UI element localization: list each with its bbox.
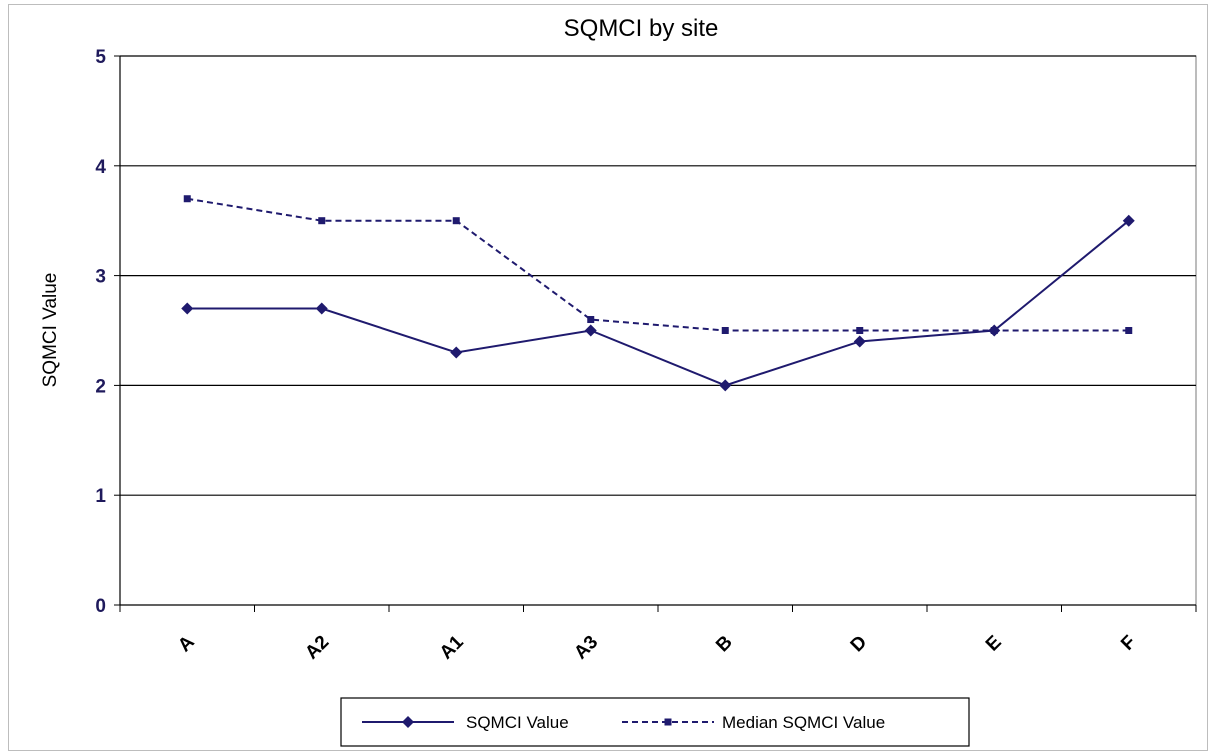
median-sqmci-point bbox=[1125, 327, 1133, 334]
legend-marker-median bbox=[664, 718, 672, 726]
median-sqmci-point bbox=[856, 327, 864, 334]
x-tick-label: A2 bbox=[301, 632, 333, 664]
sqmci-point bbox=[719, 379, 732, 392]
y-tick-label: 4 bbox=[95, 157, 106, 178]
x-tick-label: E bbox=[982, 632, 1006, 656]
series-line-median bbox=[187, 197, 1129, 332]
x-tick-label: A bbox=[174, 631, 199, 656]
sqmci-point bbox=[1122, 214, 1135, 227]
median-sqmci-point bbox=[990, 327, 998, 334]
series-markers bbox=[181, 195, 1135, 392]
x-tick-label: A3 bbox=[570, 632, 602, 664]
legend: SQMCI Value Median SQMCI Value bbox=[340, 697, 970, 747]
chart-frame bbox=[8, 4, 1208, 751]
legend-label-sqmci: SQMCI Value bbox=[466, 713, 569, 732]
sqmci-point bbox=[853, 335, 866, 348]
median-sqmci-point bbox=[721, 327, 729, 334]
chart-title: SQMCI by site bbox=[564, 15, 719, 42]
y-tick-label: 3 bbox=[95, 267, 106, 288]
x-tick-label: A1 bbox=[436, 631, 468, 663]
y-axis-label: SQMCI Value bbox=[40, 273, 61, 388]
series-lines bbox=[187, 197, 1130, 387]
y-tick-label: 0 bbox=[95, 596, 106, 617]
median-sqmci-point bbox=[587, 316, 595, 324]
legend-label-median: Median SQMCI Value bbox=[722, 713, 885, 732]
axes: 0 1 2 3 4 5 A A2 A1 A3 B D E F bbox=[95, 47, 1197, 664]
median-sqmci-point bbox=[452, 217, 460, 225]
sqmci-point bbox=[450, 346, 463, 359]
y-tick-label: 1 bbox=[95, 486, 106, 507]
legend-marker-sqmci bbox=[402, 716, 414, 728]
y-tick-label: 5 bbox=[95, 47, 106, 68]
sqmci-point bbox=[315, 302, 328, 315]
median-sqmci-point bbox=[183, 195, 191, 203]
median-sqmci-point bbox=[318, 217, 326, 225]
y-tick-label: 2 bbox=[95, 376, 106, 397]
x-tick-label: D bbox=[847, 632, 872, 657]
sqmci-point bbox=[181, 302, 194, 315]
series-line-sqmci bbox=[187, 219, 1130, 387]
x-tick-label: B bbox=[712, 632, 737, 657]
sqmci-point bbox=[584, 324, 597, 337]
x-tick-label: F bbox=[1117, 632, 1140, 655]
